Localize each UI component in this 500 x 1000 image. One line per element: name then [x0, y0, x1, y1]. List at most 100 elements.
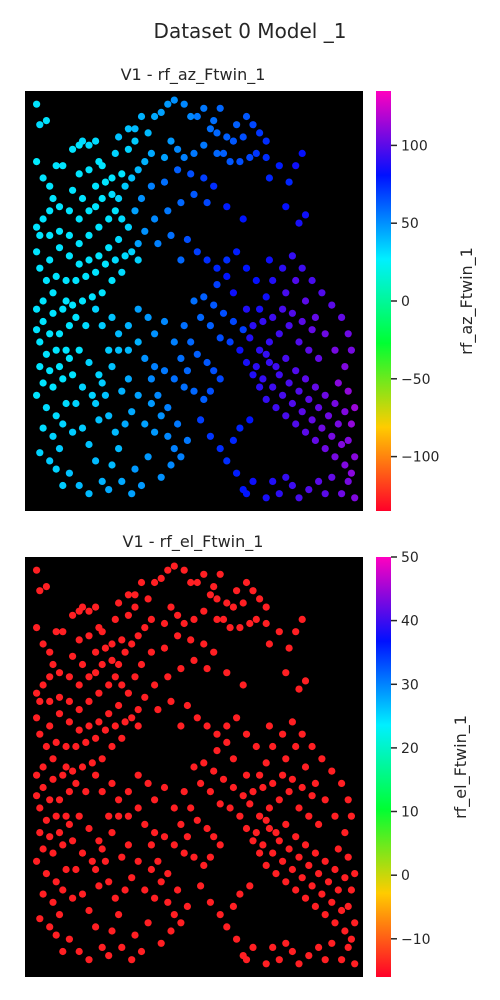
scatter-point	[55, 363, 64, 371]
scatter-point	[141, 354, 149, 362]
scatter-point	[282, 878, 290, 886]
scatter-point	[59, 305, 67, 313]
scatter-point	[154, 240, 162, 248]
scatter-point	[174, 632, 182, 640]
scatter-point	[52, 812, 60, 820]
scatter-point	[128, 408, 136, 416]
scatter-point	[200, 104, 208, 112]
colorbar-tick-label: 0	[401, 294, 410, 310]
scatter-point	[78, 137, 87, 145]
scatter-point	[137, 194, 146, 203]
scatter-point	[36, 587, 44, 595]
scatter-point	[46, 648, 54, 656]
scatter-point	[193, 816, 201, 824]
colorbar-tick-label: 10	[401, 805, 419, 821]
scatter-point	[92, 734, 100, 742]
scatter-point	[177, 722, 185, 730]
scatter-point	[315, 354, 323, 362]
scatter-point	[177, 354, 185, 362]
scatter-point	[65, 252, 73, 260]
scatter-point	[151, 829, 159, 837]
scatter-point	[305, 812, 313, 820]
scatter-point	[246, 334, 254, 342]
scatter-point	[134, 305, 142, 313]
scatter-point	[39, 783, 47, 792]
scatter-point	[298, 874, 306, 882]
scatter-point	[315, 943, 323, 952]
scatter-point	[210, 367, 218, 375]
scatter-point	[92, 603, 100, 611]
scatter-point	[347, 812, 355, 820]
scatter-point	[265, 358, 273, 367]
scatter-point	[72, 313, 80, 321]
scatter-point	[59, 886, 67, 894]
scatter-point	[177, 665, 185, 673]
scatter-point	[131, 465, 139, 473]
scatter-point	[134, 240, 142, 248]
scatter-point	[141, 693, 149, 701]
scatter-point	[49, 775, 57, 783]
scatter-point	[157, 574, 165, 583]
scatter-point	[298, 149, 306, 157]
scatter-point	[292, 886, 300, 894]
scatter-point	[213, 281, 221, 289]
scatter-point	[147, 149, 155, 157]
scatter-point	[331, 812, 339, 820]
scatter-point	[265, 804, 273, 812]
scatter-point	[321, 956, 329, 964]
scatter-point	[239, 215, 247, 223]
scatter-point	[131, 931, 139, 939]
scatter-point	[272, 404, 280, 412]
scatter-point	[190, 297, 198, 305]
scatter-point	[151, 681, 159, 689]
scatter-point	[42, 816, 51, 824]
scatter-point	[288, 947, 296, 956]
scatter-point	[288, 252, 296, 260]
scatter-point	[92, 305, 100, 313]
scatter-point	[338, 956, 346, 964]
scatter-point	[128, 874, 136, 882]
scatter-point	[262, 494, 270, 502]
scatter-point	[256, 129, 264, 137]
scatter-point	[131, 673, 139, 681]
scatter-point	[213, 595, 221, 603]
scatter-point	[52, 628, 60, 636]
scatter-point	[301, 211, 310, 219]
scatter-point	[36, 697, 44, 706]
scatter-point	[42, 350, 51, 358]
scatter-point	[65, 207, 73, 215]
scatter-point	[180, 788, 188, 796]
scatter-point	[180, 566, 188, 574]
scatter-point	[256, 346, 264, 354]
scatter-point	[85, 141, 93, 149]
scatter-point	[311, 383, 319, 391]
scatter-point	[141, 420, 149, 428]
scatter-point	[62, 742, 70, 751]
scatter-point	[108, 779, 116, 788]
scatter-point	[92, 923, 100, 931]
scatter-point	[115, 812, 123, 820]
scatter-point	[88, 857, 96, 865]
scatter-point	[151, 363, 159, 371]
scatter-point	[315, 477, 323, 485]
scatter-point	[39, 317, 47, 326]
scatter-point	[187, 170, 195, 178]
scatter-point	[137, 578, 146, 587]
scatter-point	[85, 632, 93, 640]
scatter-point	[262, 350, 270, 358]
scatter-point	[305, 395, 313, 403]
scatter-point	[183, 902, 191, 911]
scatter-point	[98, 755, 106, 763]
scatter-point	[108, 363, 116, 371]
scatter-point	[256, 771, 264, 779]
scatter-point	[292, 162, 300, 170]
scatter-point	[108, 190, 116, 198]
scatter-point	[315, 870, 323, 878]
scatter-point	[315, 404, 323, 412]
scatter-point	[62, 763, 70, 771]
scatter-point	[92, 457, 100, 465]
scatter-point	[46, 722, 54, 730]
scatter-point	[55, 227, 64, 235]
scatter-point	[154, 391, 162, 399]
scatter-point	[223, 256, 231, 264]
